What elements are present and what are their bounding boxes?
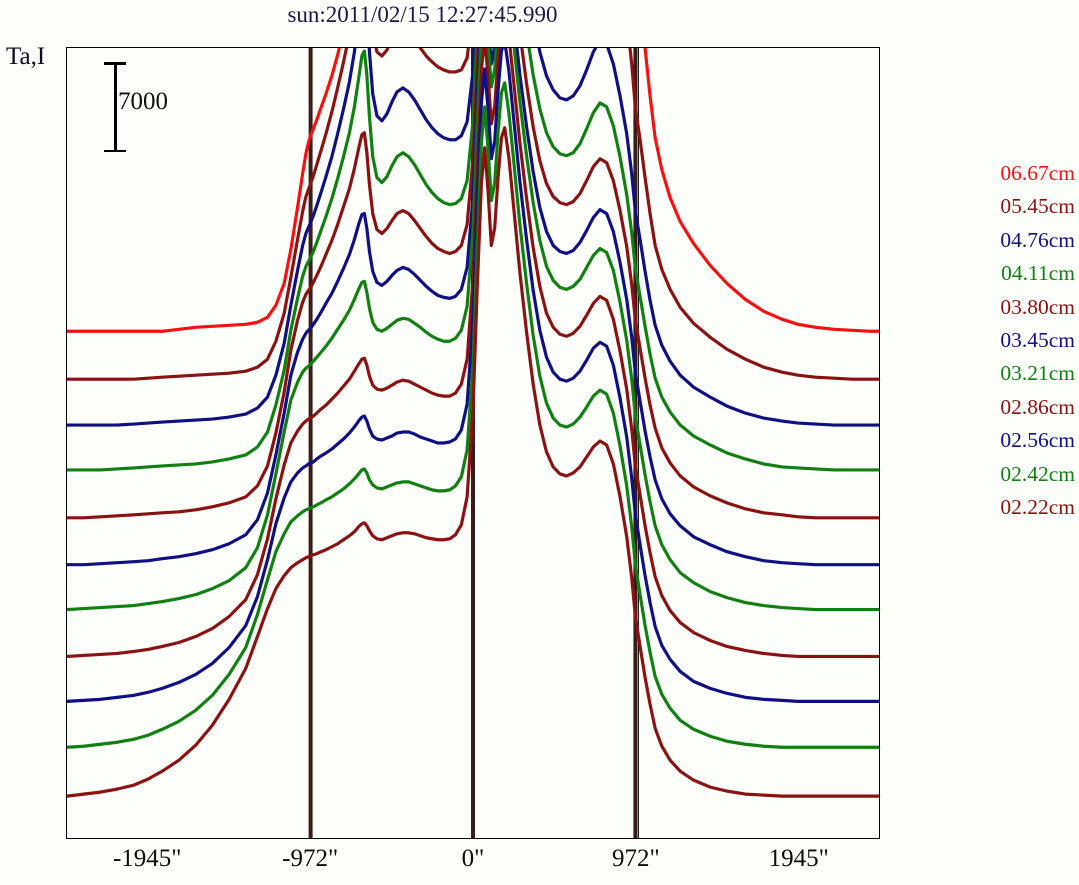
- trace-03.80cm: [67, 48, 879, 520]
- trace-04.11cm: [67, 48, 879, 472]
- legend-item: 04.11cm: [1001, 261, 1075, 286]
- trace-02.86cm: [67, 48, 879, 659]
- spectra-plot: [67, 48, 879, 838]
- legend-item: 03.80cm: [1000, 294, 1075, 319]
- plot-area: [66, 47, 880, 839]
- legend-item: 02.22cm: [1000, 495, 1075, 520]
- y-axis-label: Ta,I: [6, 43, 46, 70]
- x-tick-label: -972": [282, 845, 339, 872]
- trace-06.67cm: [67, 48, 879, 333]
- legend-item: 04.76cm: [1000, 227, 1075, 252]
- x-tick-label: -1945": [112, 845, 182, 872]
- legend: 06.67cm 05.45cm 04.76cm 04.11cm 03.80cm 03.45…: [971, 157, 1075, 524]
- page-title: sun:2011/02/15 12:27:45.990: [287, 2, 558, 27]
- trace-03.21cm: [67, 48, 879, 612]
- scale-bar-bottom-cap: [104, 149, 126, 152]
- trace-02.56cm: [67, 48, 879, 703]
- legend-item: 05.45cm: [1000, 194, 1075, 219]
- scale-bar-stem: [114, 62, 117, 152]
- trace-03.45cm: [67, 48, 879, 567]
- x-tick-label: 1945": [768, 845, 829, 872]
- legend-item: 03.21cm: [1000, 361, 1075, 386]
- trace-02.42cm: [67, 81, 879, 749]
- trace-02.22cm: [67, 126, 879, 798]
- scale-bar: [104, 62, 126, 152]
- x-axis-tick-labels: -1945" -972" 0" 972" 1945": [0, 845, 930, 885]
- legend-item: 02.56cm: [1000, 428, 1075, 453]
- legend-item: 06.67cm: [1000, 161, 1075, 185]
- x-tick-label: 0": [461, 845, 485, 872]
- legend-item: 02.42cm: [1000, 461, 1075, 486]
- x-tick-label: 972": [611, 845, 660, 872]
- legend-item: 03.45cm: [1000, 328, 1075, 353]
- scale-bar-label: 7000: [118, 88, 168, 115]
- trace-04.76cm: [67, 48, 879, 427]
- legend-item: 02.86cm: [1000, 394, 1075, 419]
- trace-05.45cm: [67, 48, 879, 381]
